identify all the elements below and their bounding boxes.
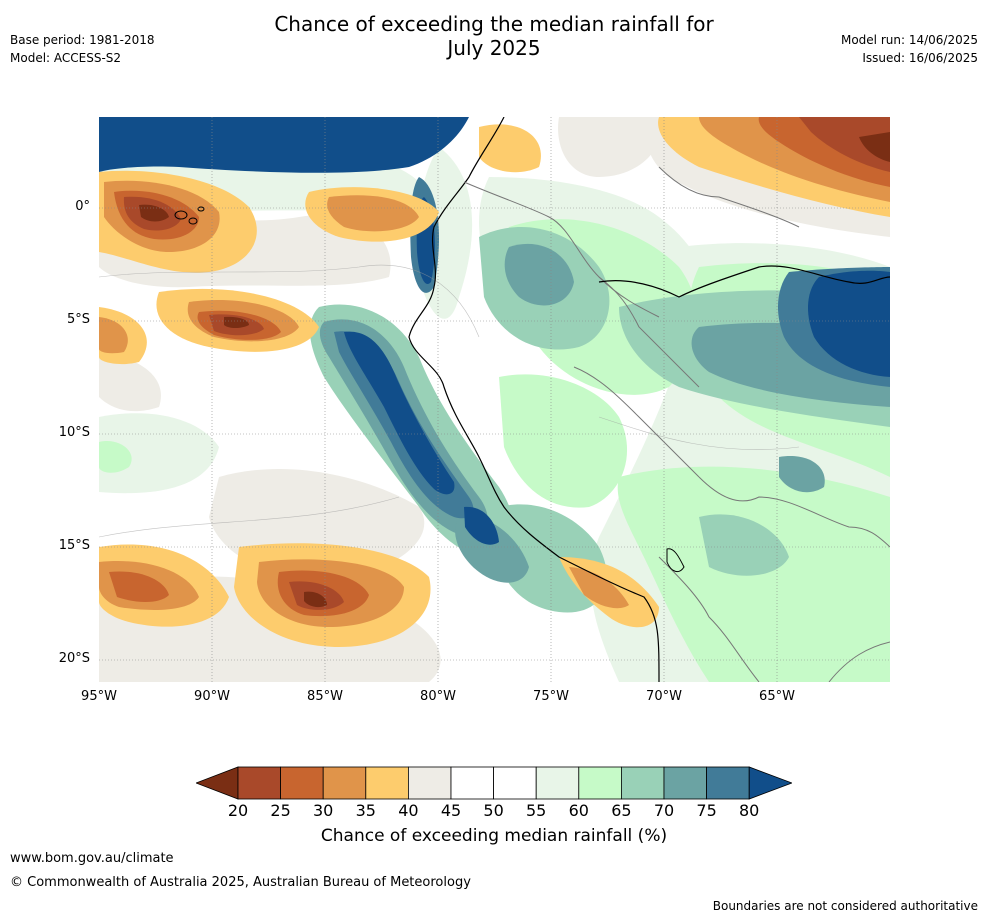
colorbar-tick-label: 40 bbox=[398, 801, 419, 820]
title-line-2: July 2025 bbox=[447, 36, 541, 60]
model-run: Model run: 14/06/2025 bbox=[840, 33, 978, 47]
title-line-1: Chance of exceeding the median rainfall … bbox=[274, 12, 714, 36]
colorbar-cell bbox=[450, 766, 494, 800]
lat-label: 20°S bbox=[58, 651, 90, 666]
colorbar-tick-label: 25 bbox=[270, 801, 291, 820]
colorbar-tick-label: 70 bbox=[653, 801, 675, 820]
galapagos-islands bbox=[174, 206, 205, 225]
lon-label: 90°W bbox=[194, 689, 230, 704]
model-name: Model: ACCESS-S2 bbox=[10, 51, 122, 65]
colorbar-tick-label: 55 bbox=[526, 801, 547, 820]
colorbar-cell bbox=[280, 766, 324, 800]
contour-lines bbox=[99, 264, 800, 538]
colorbar-cell bbox=[535, 766, 580, 800]
lat-label: 5°S bbox=[66, 312, 90, 327]
lon-label: 80°W bbox=[420, 689, 456, 704]
meta-left: Base period: 1981-2018 Model: ACCESS-S2 bbox=[10, 31, 155, 67]
gridlines bbox=[99, 117, 890, 682]
colorbar-arrow-low bbox=[196, 766, 239, 800]
lake-titicaca bbox=[666, 548, 685, 573]
lon-label: 75°W bbox=[533, 689, 569, 704]
colorbar-cell bbox=[620, 766, 665, 800]
country-borders bbox=[463, 166, 890, 682]
colorbar-tick-label: 65 bbox=[611, 801, 632, 820]
colorbar bbox=[196, 766, 792, 800]
colorbar-cell bbox=[365, 766, 409, 800]
colorbar-tick-label: 35 bbox=[355, 801, 376, 820]
colorbar-tick-label: 60 bbox=[568, 801, 589, 820]
lat-label: 10°S bbox=[58, 425, 90, 440]
colorbar-cell bbox=[663, 766, 707, 800]
colorbar-tick-label: 80 bbox=[739, 801, 760, 820]
colorbar-label: Chance of exceeding median rainfall (%) bbox=[320, 826, 668, 846]
lon-label: 65°W bbox=[759, 689, 795, 704]
colorbar-cell bbox=[706, 766, 750, 800]
website-text: www.bom.gov.au/climate bbox=[10, 851, 174, 866]
colorbar-arrow-high bbox=[748, 766, 792, 800]
colorbar-tick-label: 75 bbox=[696, 801, 717, 820]
lon-label: 70°W bbox=[646, 689, 682, 704]
coastline bbox=[408, 117, 660, 682]
issued-date: Issued: 16/06/2025 bbox=[862, 51, 978, 65]
lon-label: 95°W bbox=[81, 689, 117, 704]
meta-right: Model run: 14/06/2025 Issued: 16/06/2025 bbox=[841, 31, 978, 67]
colorbar-tick-label: 30 bbox=[313, 801, 334, 820]
copyright-text: © Commonwealth of Australia 2025, Austra… bbox=[10, 875, 471, 890]
band-below-20 bbox=[139, 132, 890, 608]
river bbox=[598, 265, 890, 298]
lat-label: 15°S bbox=[58, 538, 90, 553]
map-title: Chance of exceeding the median rainfall … bbox=[0, 12, 988, 60]
base-period: Base period: 1981-2018 bbox=[10, 33, 155, 47]
lat-label: 0° bbox=[75, 199, 90, 214]
colorbar-cells bbox=[196, 766, 792, 800]
rainfall-map bbox=[99, 117, 890, 682]
band-above-80 bbox=[99, 117, 890, 545]
colorbar-cell bbox=[407, 766, 452, 800]
colorbar-cell bbox=[493, 766, 537, 800]
colorbar-cell bbox=[578, 766, 622, 800]
colorbar-cell bbox=[322, 766, 367, 800]
colorbar-tick-label: 50 bbox=[483, 801, 504, 820]
colorbar-tick-label: 45 bbox=[440, 801, 462, 820]
disclaimer-text: Boundaries are not considered authoritat… bbox=[712, 899, 978, 913]
lon-label: 85°W bbox=[307, 689, 343, 704]
colorbar-cell bbox=[237, 766, 281, 800]
colorbar-tick-label: 20 bbox=[227, 801, 249, 820]
